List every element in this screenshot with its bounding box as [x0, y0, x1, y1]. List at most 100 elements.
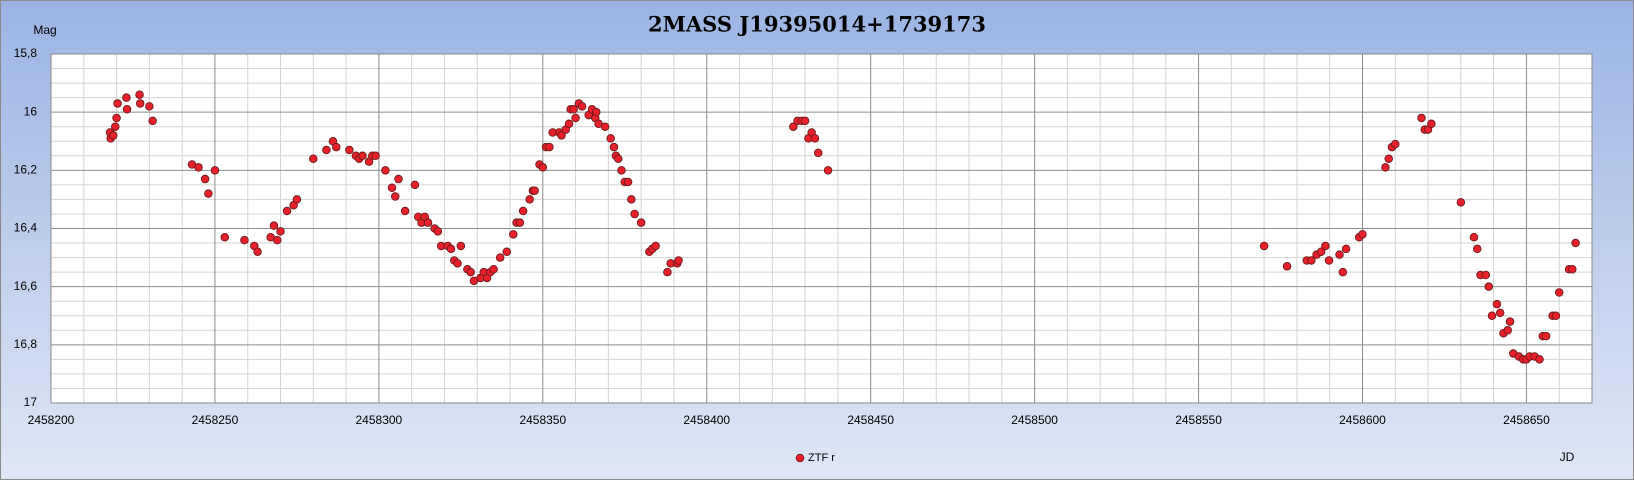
data-point — [1384, 154, 1393, 163]
y-tick-label: 16,8 — [14, 337, 38, 351]
data-point — [1282, 262, 1292, 271]
data-point — [1487, 311, 1497, 321]
data-point — [502, 247, 511, 257]
data-point — [1307, 256, 1316, 265]
data-point — [525, 195, 534, 204]
data-point — [111, 122, 120, 131]
y-tick-label: 16,2 — [14, 163, 38, 177]
data-point — [674, 256, 683, 265]
data-point — [145, 102, 154, 111]
data-point — [630, 209, 639, 219]
data-point — [269, 221, 279, 230]
data-point — [1551, 311, 1561, 321]
data-point — [636, 218, 646, 227]
data-point — [109, 131, 118, 140]
data-point — [1324, 256, 1334, 265]
y-tick-label: 15,8 — [14, 46, 38, 60]
legend: ZTF r — [795, 452, 835, 464]
data-point — [1492, 299, 1502, 309]
data-point — [515, 218, 525, 227]
data-point — [1568, 264, 1577, 274]
data-point — [1381, 163, 1390, 172]
data-point — [623, 177, 633, 187]
marks — [105, 90, 1580, 364]
data-point — [609, 142, 619, 152]
data-point — [1505, 317, 1515, 326]
data-point — [322, 145, 331, 155]
data-point — [135, 90, 144, 99]
x-tick-label: 2458650 — [1503, 413, 1550, 427]
data-point — [394, 174, 403, 184]
grid — [50, 53, 1592, 404]
data-point — [571, 113, 580, 123]
data-point — [1481, 270, 1491, 280]
data-point — [456, 241, 466, 251]
data-point — [538, 163, 548, 172]
y-tick-label: 16,6 — [14, 279, 38, 293]
data-point — [1535, 355, 1544, 364]
data-point — [391, 192, 400, 201]
data-point — [345, 145, 354, 155]
data-point — [1316, 247, 1326, 257]
data-point — [489, 264, 498, 274]
x-tick-label: 2458400 — [683, 413, 730, 427]
data-point — [433, 227, 443, 236]
data-point — [810, 134, 820, 143]
data-point — [1259, 241, 1269, 251]
x-tick-label: 2458500 — [1011, 413, 1058, 427]
y-tick-label: 16 — [24, 104, 38, 118]
data-point — [569, 105, 578, 114]
data-point — [1554, 288, 1564, 297]
data-point — [1391, 139, 1400, 149]
data-point — [1335, 250, 1344, 259]
data-point — [509, 230, 518, 239]
data-point — [148, 116, 157, 126]
data-point — [1469, 232, 1479, 242]
x-tick-label: 2458250 — [192, 413, 239, 427]
data-point — [1472, 244, 1482, 254]
data-point — [112, 113, 121, 123]
data-point — [1456, 198, 1466, 207]
data-point — [122, 93, 131, 102]
data-point — [276, 227, 285, 236]
y-tick-label: 16,4 — [14, 221, 38, 235]
x-tick-label: 2458450 — [847, 413, 894, 427]
x-tick-label: 2458600 — [1339, 413, 1386, 427]
data-point — [292, 195, 302, 204]
data-point — [358, 151, 367, 161]
legend-label: ZTF r — [808, 452, 835, 464]
data-point — [530, 186, 539, 195]
data-point — [495, 253, 505, 262]
y-axis-label: Mag — [33, 23, 56, 37]
data-point — [617, 166, 626, 175]
x-tick-label: 2458550 — [1175, 413, 1222, 427]
data-point — [564, 119, 574, 129]
data-point — [331, 142, 341, 152]
data-point — [627, 195, 636, 204]
data-point — [272, 235, 282, 245]
data-point — [577, 102, 587, 111]
data-point — [1484, 282, 1493, 291]
data-point — [371, 151, 380, 161]
data-point — [823, 166, 833, 175]
x-tick-label: 2458350 — [519, 413, 566, 427]
data-point — [1321, 241, 1330, 251]
plot-border — [50, 53, 1593, 404]
data-point — [651, 241, 660, 251]
data-point — [200, 174, 210, 184]
data-point — [204, 189, 213, 198]
data-point — [446, 244, 456, 254]
data-point — [1338, 267, 1348, 277]
data-point — [789, 122, 798, 131]
data-point — [220, 232, 230, 242]
data-point — [122, 105, 132, 114]
data-point — [613, 154, 623, 163]
x-axis-label: JD — [1560, 450, 1575, 464]
data-point — [1341, 244, 1351, 254]
data-point — [1571, 238, 1580, 248]
data-point — [410, 180, 420, 190]
data-point — [518, 206, 528, 216]
data-point — [240, 235, 249, 245]
